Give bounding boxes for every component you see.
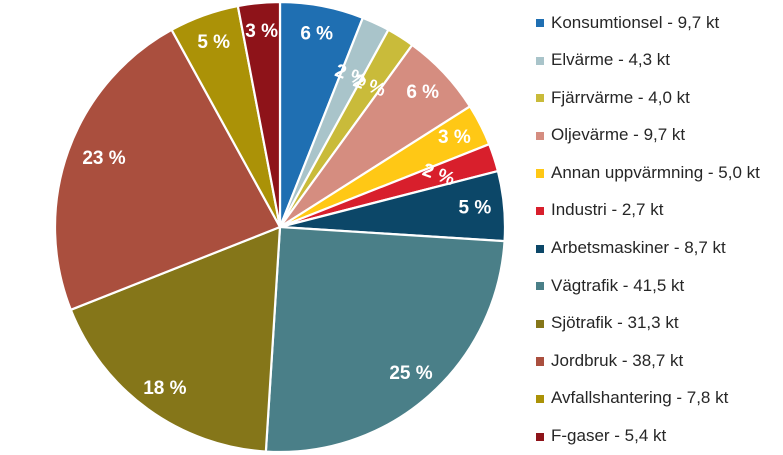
svg-text:6 %: 6 % (406, 82, 439, 103)
svg-text:23 %: 23 % (82, 148, 125, 169)
svg-text:3 %: 3 % (438, 127, 471, 148)
svg-text:18 %: 18 % (143, 378, 186, 399)
svg-text:6 %: 6 % (300, 24, 333, 45)
svg-text:3 %: 3 % (245, 21, 278, 42)
svg-text:5 %: 5 % (197, 32, 230, 53)
svg-text:25 %: 25 % (389, 363, 432, 384)
svg-text:5 %: 5 % (459, 198, 492, 219)
